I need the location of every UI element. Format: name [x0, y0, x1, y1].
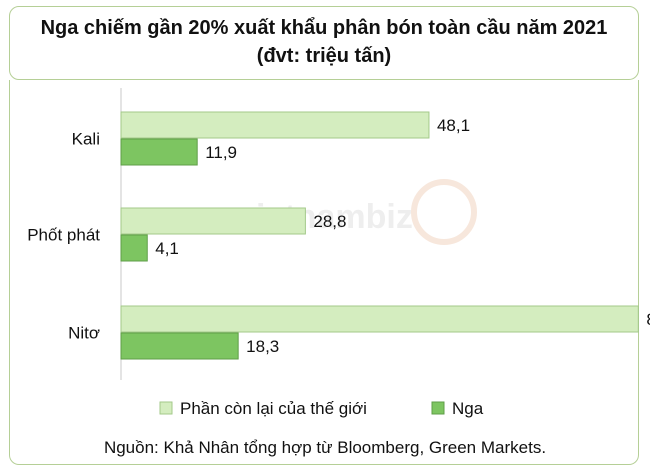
legend-swatch	[159, 401, 173, 415]
source-note: Nguồn: Khả Nhân tổng hợp từ Bloomberg, G…	[103, 438, 547, 457]
chart-frame	[9, 80, 639, 465]
category-label: Phốt phát	[27, 226, 100, 245]
legend-label: Nga	[452, 399, 484, 418]
data-label: 48,1	[437, 116, 470, 135]
data-label: 80,8	[646, 310, 650, 329]
chart-subtitle: (đvt: triệu tấn)	[256, 45, 392, 67]
chart-title: Nga chiếm gần 20% xuất khẩu phân bón toà…	[40, 17, 608, 39]
legend-swatch	[431, 401, 445, 415]
bar	[120, 207, 306, 235]
watermark-logo-icon	[411, 179, 477, 245]
bar	[120, 138, 198, 166]
category-label: Nitơ	[68, 324, 100, 343]
category-label: Kali	[72, 130, 100, 149]
data-label: 4,1	[155, 239, 179, 258]
chart-title-box: Nga chiếm gần 20% xuất khẩu phân bón toà…	[9, 6, 639, 80]
bar	[120, 305, 639, 333]
bar	[120, 111, 430, 139]
bar	[120, 332, 239, 360]
bar	[120, 234, 148, 262]
legend-label: Phần còn lại của thế giới	[180, 399, 367, 418]
data-label: 18,3	[246, 337, 279, 356]
data-label: 11,9	[205, 143, 237, 162]
data-label: 28,8	[313, 212, 346, 231]
